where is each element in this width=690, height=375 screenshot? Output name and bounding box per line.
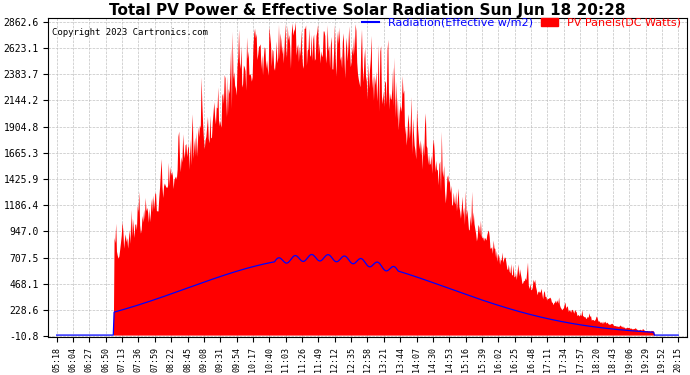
Text: Copyright 2023 Cartronics.com: Copyright 2023 Cartronics.com xyxy=(52,28,208,37)
Title: Total PV Power & Effective Solar Radiation Sun Jun 18 20:28: Total PV Power & Effective Solar Radiati… xyxy=(109,3,626,18)
Legend: Radiation(Effective w/m2), PV Panels(DC Watts): Radiation(Effective w/m2), PV Panels(DC … xyxy=(362,18,681,28)
